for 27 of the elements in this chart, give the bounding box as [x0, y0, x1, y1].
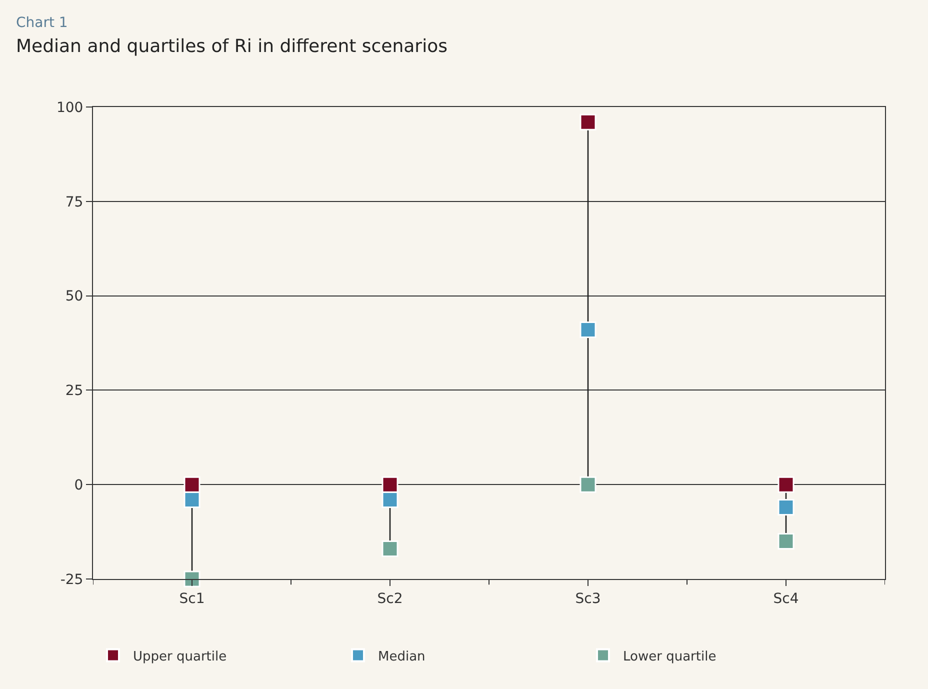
point: [382, 491, 398, 508]
legend-label: Median: [378, 649, 426, 664]
legend-label: Lower quartile: [623, 649, 716, 664]
point: [184, 491, 200, 508]
y-tick-label: 50: [65, 288, 84, 305]
x-tick-label: Sc1: [179, 590, 205, 607]
point: [184, 476, 200, 493]
point: [382, 476, 398, 493]
legend-label: Upper quartile: [133, 649, 227, 664]
point: [580, 476, 596, 493]
point: [778, 476, 794, 493]
y-tick-label: 75: [65, 194, 84, 210]
y-tick-label: 100: [56, 100, 84, 116]
chart-title: Chart 1: [16, 15, 68, 31]
y-tick-label: 25: [65, 383, 84, 400]
y-tick-label: 0: [74, 478, 84, 494]
x-tick-label: Sc4: [773, 590, 799, 607]
point: [580, 322, 596, 338]
point: [778, 499, 794, 516]
point: [184, 570, 200, 588]
point: [580, 114, 596, 130]
chart-subtitle: Median and quartiles of Ri in different scenarios: [16, 36, 448, 57]
x-tick-label: Sc3: [575, 590, 601, 607]
point: [778, 532, 794, 550]
x-tick-label: Sc2: [377, 590, 403, 607]
point: [382, 540, 398, 558]
y-tick-label: -25: [60, 572, 84, 588]
